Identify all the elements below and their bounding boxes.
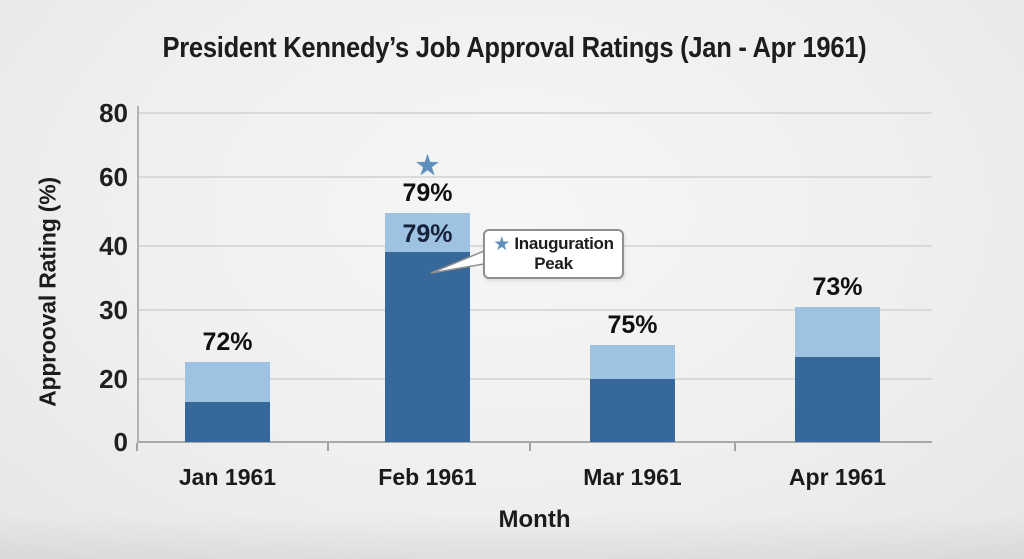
bar-jan-1961-dark-segment: [185, 402, 270, 442]
bar-feb-1961-dark-segment: [385, 252, 470, 442]
chart-title: President Kennedy’s Job Approval Ratings…: [162, 32, 867, 64]
annotation-text-peak: Peak: [534, 254, 573, 273]
x-tick-label-mar-1961: Mar 1961: [583, 464, 682, 490]
y-axis-line: [137, 106, 139, 442]
bar-mar-1961-value-label: 75%: [607, 311, 658, 339]
bar-feb-1961-light-segment: [385, 213, 470, 252]
bar-apr-1961-value-label: 73%: [812, 273, 863, 301]
gridline-60: [137, 176, 932, 178]
x-tick-label-apr-1961: Apr 1961: [788, 464, 887, 490]
annotation-line-1: ★ Inauguration: [493, 233, 614, 255]
x-axis-title: Month: [498, 506, 571, 533]
x-axis-tick-1: [327, 443, 329, 451]
gridline-30: [137, 309, 932, 311]
inauguration-peak-star-icon: ★: [414, 150, 441, 182]
x-axis-tick-3: [734, 443, 736, 451]
x-axis-tick-0: [136, 443, 138, 451]
bar-apr-1961-light-segment: [795, 307, 880, 357]
y-tick-label-0: 0: [113, 427, 128, 457]
star-icon: ★: [493, 233, 511, 255]
bar-mar-1961-light-segment: [590, 345, 675, 379]
annotation-callout: ★ Inauguration Peak: [483, 229, 624, 279]
bar-apr-1961-dark-segment: [795, 357, 880, 442]
gridline-80: [137, 112, 932, 114]
bar-jan-1961-light-segment: [185, 362, 270, 402]
bar-feb-1961-inner-label: 79%: [402, 220, 453, 248]
y-tick-label-30: 30: [99, 295, 128, 325]
x-axis-line: [137, 441, 932, 443]
y-tick-label-60: 60: [99, 162, 128, 192]
bar-feb-1961-value-label: 79%: [402, 179, 453, 207]
bar-mar-1961-dark-segment: [590, 379, 675, 442]
x-tick-label-jan-1961: Jan 1961: [178, 464, 277, 490]
bar-jan-1961-value-label: 72%: [202, 328, 253, 356]
x-tick-label-feb-1961: Feb 1961: [378, 464, 477, 490]
annotation-line-2: Peak: [534, 254, 573, 274]
y-tick-label-80: 80: [99, 98, 128, 128]
y-tick-label-40: 40: [99, 231, 128, 261]
x-axis-tick-2: [529, 443, 531, 451]
annotation-text-inauguration: Inauguration: [514, 234, 614, 253]
gridline-20: [137, 378, 932, 380]
y-tick-label-20: 20: [99, 364, 128, 394]
